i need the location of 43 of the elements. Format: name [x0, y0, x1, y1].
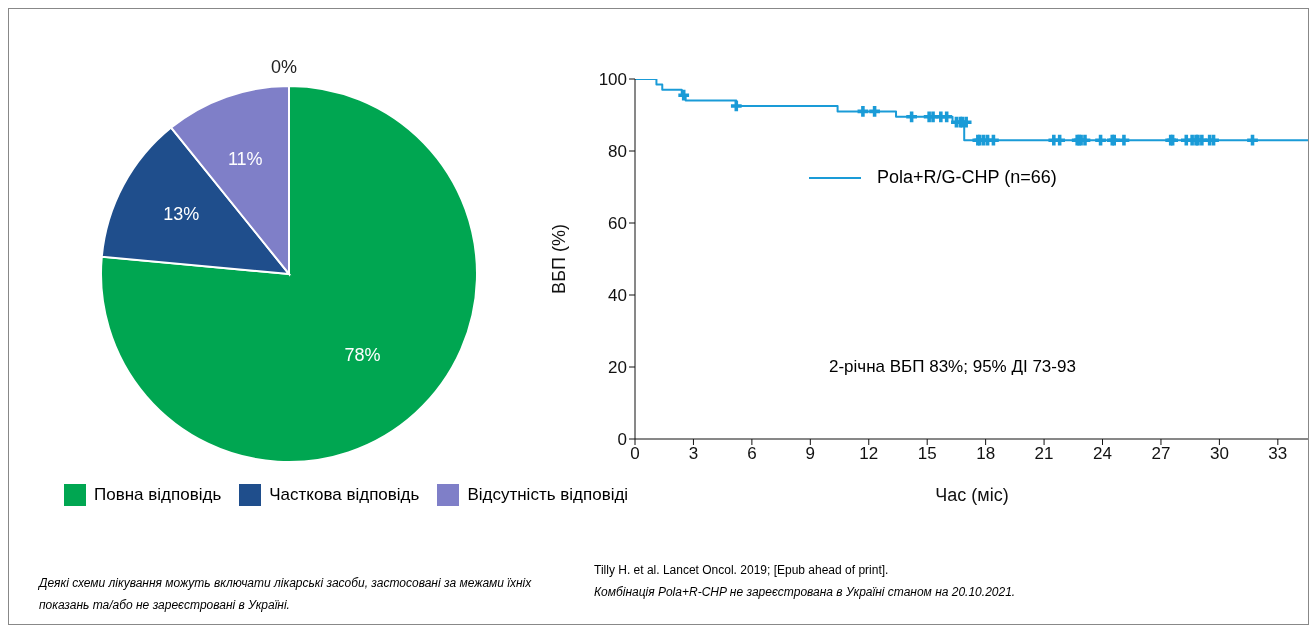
text: 0% — [270, 57, 298, 77]
x-tick-label: 33 — [1268, 444, 1288, 464]
data-label: 13% — [163, 203, 200, 224]
y-axis-title: ВБП (%) — [549, 224, 570, 294]
point — [1118, 134, 1130, 146]
x-tick-label: 15 — [917, 444, 937, 464]
legend-label: Pola+R/G-CHP (n=66) — [877, 167, 1057, 188]
y-tick-label: 80 — [608, 142, 627, 162]
point — [1247, 134, 1258, 146]
annotation: 2-річна ВБП 83%; 95% ДІ 73-93 — [829, 357, 1076, 377]
point — [678, 89, 690, 101]
legend-label: Часткова відповідь — [269, 485, 420, 505]
x-tick-label: 18 — [976, 444, 996, 464]
data-label: 78% — [344, 345, 381, 366]
point — [906, 111, 917, 123]
y-tick-label: 100 — [598, 70, 627, 90]
x-tick-label: 21 — [1034, 444, 1054, 464]
y-tick-label: 40 — [608, 286, 627, 306]
point — [1054, 134, 1066, 146]
x-tick-label: 3 — [688, 444, 699, 464]
x-axis-title: Час (міс) — [935, 485, 1009, 505]
point — [941, 111, 953, 123]
data-label: 11% — [227, 149, 263, 170]
x-tick-label: 24 — [1093, 444, 1112, 464]
y-tick-label: 0 — [617, 430, 627, 450]
point — [1095, 134, 1106, 146]
x-tick-label: 9 — [805, 444, 816, 464]
text: Tilly H. et al. Lancet Oncol. 2019; [Epub ahead of print]. — [594, 562, 890, 579]
x-tick-label: 30 — [1209, 444, 1229, 464]
y-tick-label: 60 — [608, 214, 627, 234]
x-tick-label: 0 — [630, 444, 640, 464]
text: Деякі схеми лікування можуть включати лікарські засоби, застосовані за межами їхніх показань та/або не зареєстровані в Україні. — [39, 575, 533, 614]
point — [988, 134, 999, 146]
legend-label: Повна відповідь — [94, 485, 222, 505]
legend-label: Відсутність відповіді — [467, 485, 629, 505]
x-tick-label: 6 — [747, 444, 757, 464]
point — [730, 100, 742, 112]
text: Комбінація Pola+R-CHP не зареєстрована в Україні станом на 20.10.2021. — [594, 584, 1016, 601]
x-tick-label: 12 — [859, 444, 879, 464]
y-tick-label: 20 — [608, 358, 627, 378]
point — [857, 106, 869, 117]
pie-slice — [100, 85, 478, 463]
x-tick-label: 27 — [1151, 444, 1171, 464]
